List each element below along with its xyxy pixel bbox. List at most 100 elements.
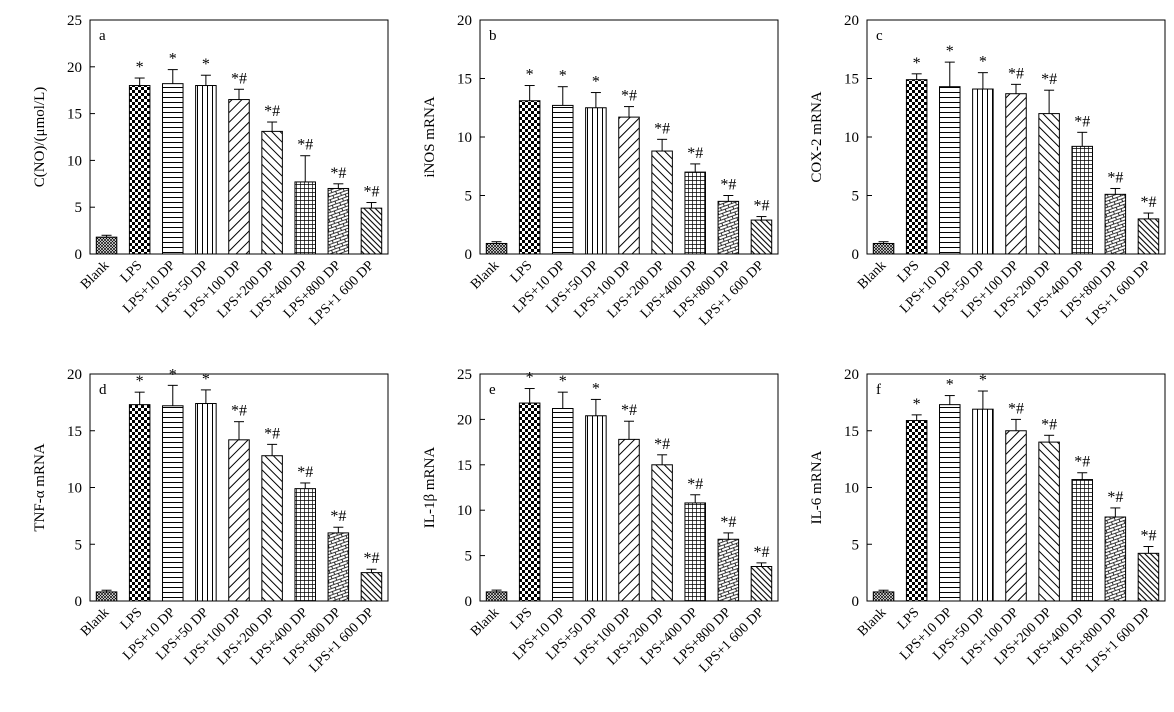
significance-mark: * — [169, 366, 177, 383]
significance-mark: * — [526, 370, 534, 387]
y-tick-label: 0 — [465, 247, 473, 263]
y-tick-label: 20 — [67, 367, 82, 383]
bar — [518, 100, 541, 255]
y-tick-label: 15 — [844, 72, 859, 88]
bar — [552, 104, 574, 255]
bar — [618, 438, 640, 602]
y-tick-label: 5 — [75, 200, 83, 216]
significance-mark: *# — [297, 137, 313, 154]
y-tick-label: 20 — [67, 60, 82, 76]
bar — [750, 565, 773, 602]
significance-mark: * — [979, 372, 987, 389]
significance-mark: *# — [654, 120, 670, 137]
y-axis-label: iNOS mRNA — [422, 96, 438, 177]
bar — [750, 219, 773, 255]
bar — [1137, 218, 1160, 255]
y-tick-label: 20 — [457, 13, 472, 29]
category-label: Blank — [78, 258, 112, 292]
significance-mark: * — [559, 373, 567, 390]
bar — [327, 187, 350, 255]
bar — [651, 464, 673, 602]
y-tick-label: 15 — [67, 107, 82, 123]
category-label: Blank — [78, 605, 112, 639]
bar — [128, 404, 151, 602]
y-tick-label: 25 — [457, 367, 472, 383]
y-tick-label: 10 — [67, 153, 82, 169]
bar — [261, 455, 283, 602]
panel-label: a — [99, 28, 106, 44]
significance-mark: *# — [1041, 71, 1057, 88]
bar — [585, 415, 607, 602]
y-tick-label: 20 — [457, 412, 472, 428]
bar — [618, 116, 640, 255]
significance-mark: *# — [297, 464, 313, 481]
bar — [972, 88, 994, 255]
bar — [228, 439, 250, 602]
y-axis-label: TNF-α mRNA — [32, 443, 48, 531]
bar — [195, 85, 217, 255]
bar — [872, 242, 895, 255]
y-tick-label: 10 — [457, 130, 472, 146]
y-tick-label: 25 — [67, 13, 82, 29]
significance-mark: *# — [621, 402, 637, 419]
bar — [518, 402, 541, 602]
category-label: LPS — [508, 605, 536, 633]
bar — [128, 85, 151, 255]
category-label: LPS — [895, 258, 923, 286]
bar — [294, 488, 316, 602]
category-label: LPS — [118, 605, 146, 633]
chart-panel-a: 0510152025C(NO)/(μmol/L)aBlank*LPS*LPS+1… — [32, 13, 389, 329]
significance-mark: *# — [687, 476, 703, 493]
bar — [485, 242, 508, 255]
bar — [162, 83, 184, 255]
bar — [1071, 145, 1093, 255]
category-label: LPS — [118, 258, 146, 286]
y-tick-label: 5 — [465, 549, 473, 565]
significance-mark: * — [592, 380, 600, 397]
significance-mark: *# — [753, 198, 769, 215]
panel-label: b — [489, 28, 497, 44]
bar — [939, 404, 961, 602]
y-tick-label: 0 — [852, 594, 860, 610]
bar — [651, 150, 673, 255]
category-label: Blank — [855, 258, 889, 292]
bar — [1005, 430, 1027, 602]
significance-mark: * — [136, 373, 144, 390]
bar — [360, 572, 383, 602]
significance-mark: *# — [363, 550, 379, 567]
significance-mark: *# — [1008, 65, 1024, 82]
significance-mark: * — [202, 371, 210, 388]
significance-mark: *# — [1107, 169, 1123, 186]
significance-mark: * — [913, 396, 921, 413]
y-axis-label: COX-2 mRNA — [809, 91, 825, 182]
bar — [684, 502, 706, 602]
significance-mark: *# — [264, 425, 280, 442]
significance-mark: * — [559, 68, 567, 85]
bar — [585, 107, 607, 255]
significance-mark: * — [946, 377, 954, 394]
bar — [195, 403, 217, 602]
significance-mark: * — [592, 74, 600, 91]
category-label: LPS — [508, 258, 536, 286]
bar — [1137, 552, 1160, 602]
bar — [905, 79, 928, 255]
significance-mark: * — [913, 55, 921, 72]
significance-mark: *# — [231, 70, 247, 87]
significance-mark: *# — [654, 436, 670, 453]
category-label: LPS — [895, 605, 923, 633]
y-tick-label: 10 — [457, 503, 472, 519]
bar — [939, 86, 961, 255]
bar — [228, 99, 250, 255]
bar — [360, 207, 383, 255]
significance-mark: *# — [330, 508, 346, 525]
bar — [1038, 113, 1060, 255]
bar — [972, 408, 994, 602]
significance-mark: *# — [1074, 113, 1090, 130]
category-label: Blank — [468, 258, 502, 292]
significance-mark: *# — [1008, 400, 1024, 417]
bar — [1071, 479, 1093, 602]
category-label: Blank — [468, 605, 502, 639]
